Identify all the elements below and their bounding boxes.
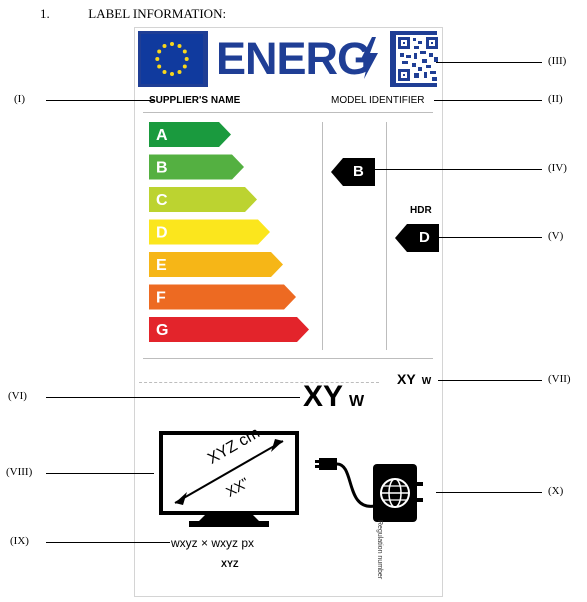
- divider: [143, 358, 433, 359]
- hdr-power-unit: W: [421, 376, 432, 387]
- scale-band-letter: C: [156, 192, 168, 209]
- hdr-class-marker: [395, 224, 439, 252]
- sdr-power-value: XY: [303, 380, 344, 413]
- section-title: LABEL INFORMATION:: [88, 6, 227, 21]
- callout-line: [438, 380, 542, 381]
- regulation-number: Regulation number: [376, 520, 383, 580]
- section-number: 1.: [40, 6, 50, 21]
- callout-label-i: (I): [14, 93, 25, 105]
- callout-label-vi: (VI): [8, 390, 27, 402]
- scale-band-letter: B: [156, 160, 168, 177]
- scale-band-b: [149, 154, 244, 180]
- callout-label-v: (V): [548, 230, 564, 242]
- divider: [143, 112, 433, 113]
- callout-line: [436, 62, 542, 63]
- divider: [386, 122, 387, 350]
- callout-line: [46, 542, 170, 543]
- scale-band-g: [149, 317, 309, 342]
- callout-label-ii: (II): [548, 93, 563, 105]
- hdr-power-value: XY: [397, 371, 416, 387]
- scale-band-a: [149, 122, 231, 147]
- scale-band-letter: E: [156, 257, 167, 274]
- scale-band-letter: D: [156, 225, 168, 242]
- divider: [322, 122, 323, 350]
- tv-icon: [159, 431, 299, 527]
- eu-flag-icon: [141, 34, 203, 84]
- callout-line: [46, 100, 154, 101]
- callout-line: [46, 473, 154, 474]
- resolution: wxyz × wxyz px: [171, 536, 255, 550]
- lightning-icon: [360, 37, 378, 79]
- energy-logo: ENERG: [208, 31, 390, 87]
- dashed-divider: [139, 382, 379, 383]
- callout-line: [46, 397, 300, 398]
- network-standby-icon: [315, 458, 423, 522]
- callout-label-iii: (III): [548, 55, 567, 67]
- scale-band-letter: G: [156, 322, 168, 339]
- scale-band-e: [149, 252, 283, 277]
- sdr-power-unit: W: [349, 393, 365, 410]
- energy-logo-text: ENERG: [216, 33, 372, 84]
- scale-band-c: [149, 187, 257, 212]
- callout-label-x: (X): [548, 485, 564, 497]
- sdr-class-marker: [331, 158, 375, 186]
- callout-line: [434, 100, 542, 101]
- scale-band-letter: A: [156, 127, 168, 144]
- qr-code-icon: [396, 35, 440, 83]
- sdr-power: XY W: [303, 379, 364, 420]
- sdr-class-letter: B: [353, 163, 364, 180]
- hdr-power: XY W: [397, 371, 431, 387]
- callout-label-iv: (IV): [548, 162, 567, 174]
- hdr-class-letter: D: [419, 229, 430, 246]
- section-heading: 1. LABEL INFORMATION:: [40, 6, 226, 22]
- scale-band-d: [149, 219, 270, 245]
- eu-header-band: ENERG: [138, 31, 440, 87]
- callout-label-vii: (VII): [548, 373, 571, 385]
- scale-band-letter: F: [156, 290, 166, 307]
- hdr-label: HDR: [410, 205, 432, 216]
- model-identifier: MODEL IDENTIFIER: [331, 95, 425, 106]
- energy-label: ENERG: [134, 27, 443, 597]
- supplier-name: SUPPLIER'S NAME: [149, 95, 241, 106]
- scale-band-f: [149, 284, 296, 310]
- callout-label-viii: (VIII): [6, 466, 33, 478]
- callout-line: [374, 169, 542, 170]
- resolution-sub: XYZ: [221, 559, 239, 569]
- callout-line: [436, 492, 542, 493]
- callout-line: [438, 237, 542, 238]
- callout-label-ix: (IX): [10, 535, 29, 547]
